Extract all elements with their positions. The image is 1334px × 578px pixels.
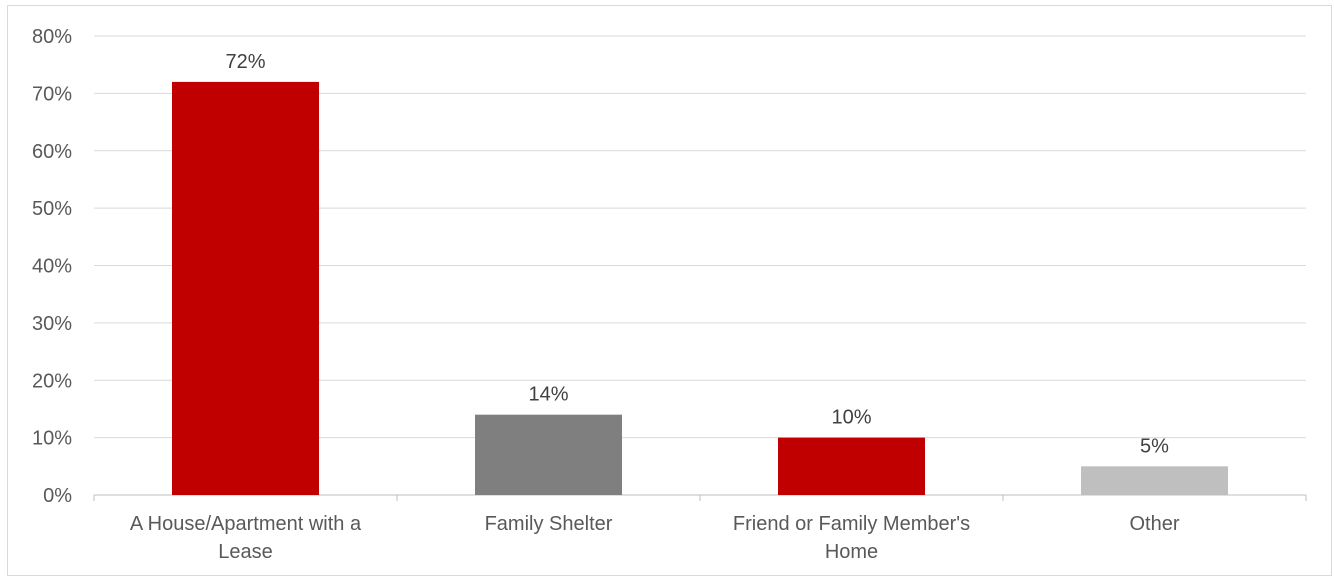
x-category-label: Home xyxy=(825,541,878,563)
y-tick-label: 30% xyxy=(32,313,72,335)
data-label: 5% xyxy=(1140,435,1169,457)
bar xyxy=(475,414,622,495)
x-category-label: Family Shelter xyxy=(485,513,613,535)
data-label: 10% xyxy=(831,407,871,429)
y-tick-label: 20% xyxy=(32,370,72,392)
x-category-label: Lease xyxy=(218,541,273,563)
bar xyxy=(778,437,925,495)
y-tick-label: 70% xyxy=(32,83,72,105)
y-tick-label: 40% xyxy=(32,256,72,278)
data-label: 72% xyxy=(225,51,265,73)
y-tick-label: 10% xyxy=(32,428,72,450)
y-tick-label: 60% xyxy=(32,141,72,163)
data-label: 14% xyxy=(528,384,568,406)
x-category-label: Other xyxy=(1129,513,1179,535)
y-tick-label: 80% xyxy=(32,26,72,48)
bar xyxy=(172,81,319,496)
bar xyxy=(1081,466,1228,495)
y-tick-label: 50% xyxy=(32,198,72,220)
y-tick-label: 0% xyxy=(43,485,72,507)
x-category-label: A House/Apartment with a xyxy=(130,513,362,535)
x-category-label: Friend or Family Member's xyxy=(733,513,970,535)
